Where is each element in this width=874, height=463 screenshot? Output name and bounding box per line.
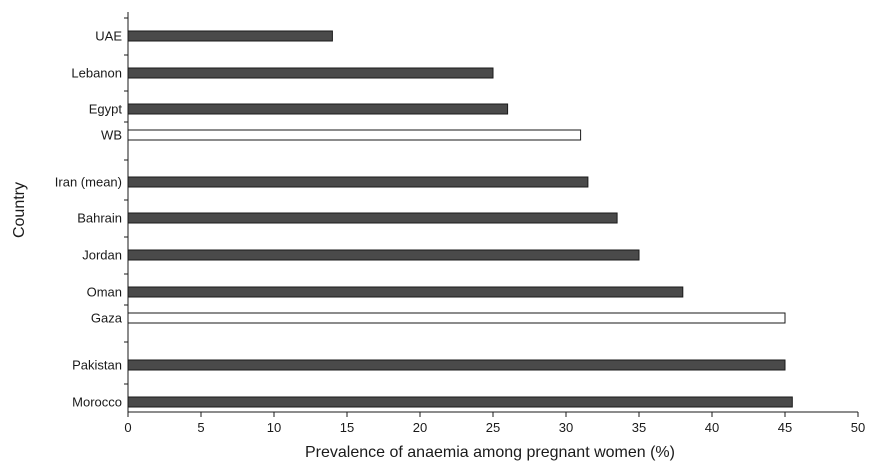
y-tick-label: Oman [87, 285, 122, 300]
x-tick-label: 50 [851, 420, 865, 435]
y-tick-label: WB [101, 128, 122, 143]
y-tick-label: Lebanon [71, 66, 122, 81]
x-tick-label: 5 [197, 420, 204, 435]
x-tick-label: 25 [486, 420, 500, 435]
y-tick-label: Morocco [72, 395, 122, 410]
y-tick-label: Pakistan [72, 358, 122, 373]
y-tick-label: Gaza [91, 311, 123, 326]
x-tick-label: 10 [267, 420, 281, 435]
bar-oman [127, 286, 684, 298]
bar-jordan [127, 249, 640, 261]
x-tick-label: 30 [559, 420, 573, 435]
bar-bahrain [127, 212, 618, 224]
bar-morocco [127, 396, 793, 408]
x-tick-labels: 0 5 10 15 20 25 30 35 40 45 50 [124, 420, 865, 435]
bar-gaza [127, 312, 786, 324]
bar-iran-mean [127, 176, 589, 188]
y-tick-label: Bahrain [77, 211, 122, 226]
x-tick-label: 20 [413, 420, 427, 435]
x-tick-label: 40 [705, 420, 719, 435]
y-axis-title: Country [11, 182, 28, 238]
x-axis-title: Prevalence of anaemia among pregnant wom… [305, 444, 675, 461]
y-tick-label: Egypt [89, 102, 123, 117]
axes [124, 12, 859, 417]
bar-uae [127, 30, 333, 42]
x-tick-label: 35 [632, 420, 646, 435]
y-tick-label: UAE [95, 29, 122, 44]
bar-pakistan [127, 359, 786, 371]
bar-egypt [127, 103, 509, 115]
x-tick-label: 15 [340, 420, 354, 435]
bar-lebanon [127, 67, 494, 79]
y-tick-label: Iran (mean) [55, 175, 122, 190]
x-tick-label: 0 [124, 420, 131, 435]
bars [127, 30, 793, 408]
y-tick-labels: UAE Lebanon Egypt WB Iran (mean) Bahrain Jorda… [55, 29, 123, 410]
bar-wb [127, 129, 582, 141]
y-tick-label: Jordan [82, 248, 122, 263]
x-tick-label: 45 [778, 420, 792, 435]
